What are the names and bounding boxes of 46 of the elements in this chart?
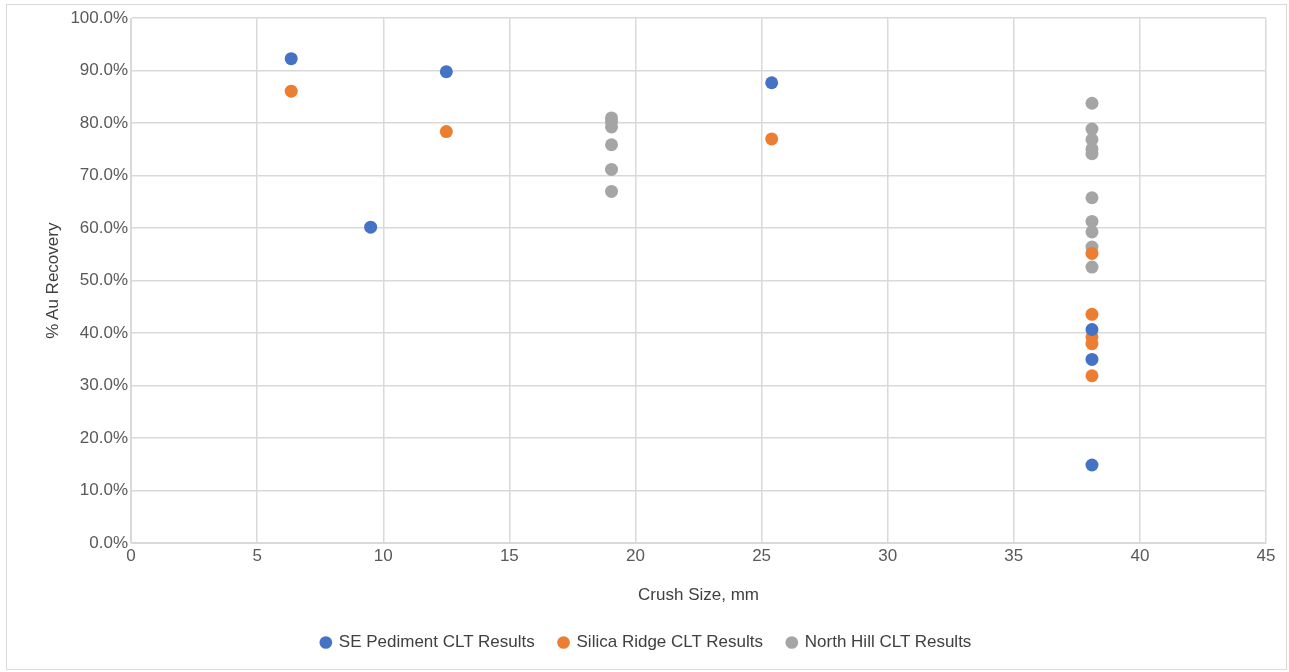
y-tick-label: 80.0% bbox=[79, 112, 129, 132]
y-tick-label: 30.0% bbox=[79, 375, 129, 395]
x-tick-label: 30 bbox=[878, 546, 898, 566]
point bbox=[284, 84, 298, 98]
point bbox=[605, 184, 619, 198]
point bbox=[765, 76, 779, 90]
y-tick-label: 40.0% bbox=[79, 322, 129, 342]
point bbox=[1085, 307, 1099, 321]
point bbox=[364, 220, 378, 234]
y-tick-label: 100.0% bbox=[70, 7, 129, 27]
y-tick-label: 60.0% bbox=[79, 217, 129, 237]
legend-label: North Hill CLT Results bbox=[804, 632, 972, 652]
y-tick-label: 10.0% bbox=[79, 480, 129, 500]
point bbox=[765, 132, 779, 146]
x-tick-label: 25 bbox=[752, 546, 772, 566]
point bbox=[1085, 352, 1099, 366]
y-tick-label: 90.0% bbox=[79, 60, 129, 80]
point bbox=[1085, 96, 1099, 110]
x-tick-label: 45 bbox=[1256, 546, 1276, 566]
y-tick-label: 70.0% bbox=[79, 165, 129, 185]
legend-label: SE Pediment CLT Results bbox=[338, 632, 535, 652]
y-axis-title: % Au Recovery bbox=[42, 222, 62, 339]
point bbox=[605, 162, 619, 176]
point bbox=[605, 138, 619, 152]
point bbox=[439, 65, 453, 79]
point bbox=[1085, 369, 1099, 383]
x-tick-label: 20 bbox=[626, 546, 645, 566]
x-tick-label: 35 bbox=[1004, 546, 1024, 566]
x-tick-label: 15 bbox=[499, 546, 519, 566]
point bbox=[284, 52, 298, 66]
x-tick-label: 5 bbox=[252, 546, 262, 566]
point bbox=[1085, 225, 1099, 239]
point bbox=[1085, 260, 1099, 274]
x-axis-title: Crush Size, mm bbox=[638, 585, 759, 605]
point bbox=[439, 125, 453, 139]
point bbox=[1085, 323, 1099, 337]
y-tick-label: 20.0% bbox=[79, 427, 129, 447]
point bbox=[1085, 458, 1099, 472]
x-tick-label: 40 bbox=[1130, 546, 1150, 566]
legend-label: Silica Ridge CLT Results bbox=[576, 632, 763, 652]
point bbox=[1085, 246, 1099, 260]
y-tick-label: 50.0% bbox=[79, 270, 129, 290]
point bbox=[1085, 214, 1099, 228]
x-tick-label: 10 bbox=[373, 546, 393, 566]
point bbox=[1085, 191, 1099, 205]
x-tick-label: 0 bbox=[126, 546, 136, 566]
